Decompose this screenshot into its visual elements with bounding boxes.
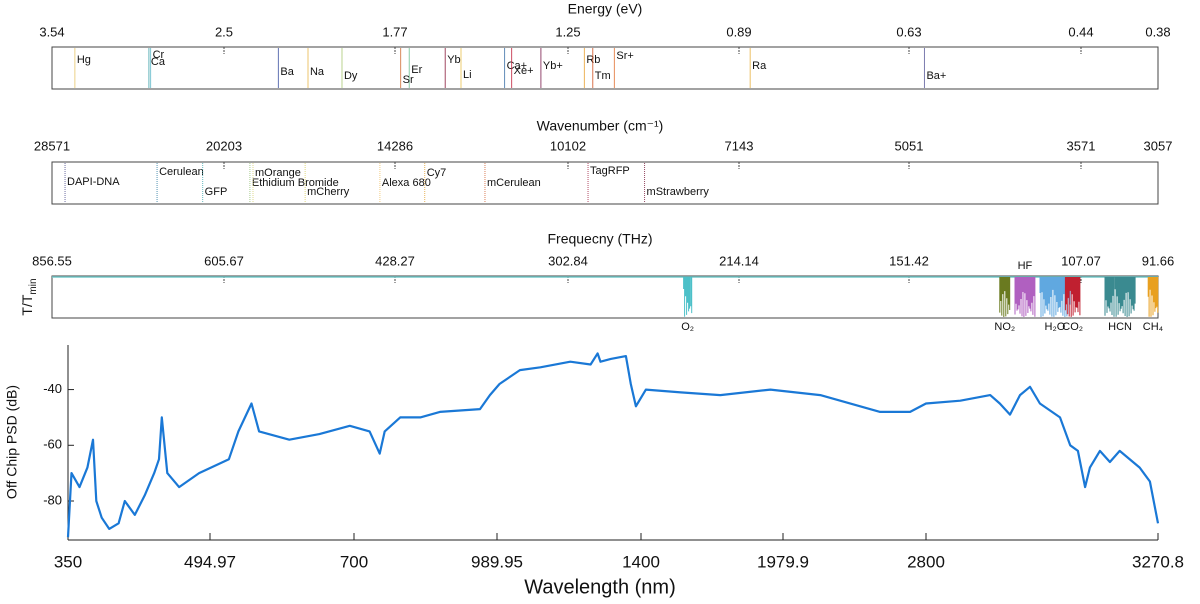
marker-label: Tm: [595, 70, 611, 82]
x-tick-label: 151.42: [889, 253, 929, 268]
band-label: CO₂: [1062, 321, 1083, 333]
marker-label: Xe+: [514, 65, 534, 77]
marker-label: Yb+: [543, 60, 563, 72]
marker-label: Ba: [280, 66, 294, 78]
x-tick-label: 302.84: [548, 253, 588, 268]
marker-label: Rb: [586, 54, 600, 66]
ylabel-sub: min: [28, 278, 39, 294]
x-tick-label: 7143: [725, 138, 754, 153]
marker-label: mOrange: [255, 167, 301, 179]
marker-label: Er: [411, 64, 422, 76]
x-tick-label: 1979.9: [757, 552, 809, 571]
ylabel-main: T/T: [19, 294, 35, 315]
frequency-title: Frequecny (THz): [547, 231, 652, 247]
x-tick-label: 91.66: [1142, 253, 1175, 268]
x-tick-label: 1.77: [382, 24, 407, 39]
absorption-band: [1014, 277, 1036, 317]
marker-label: Ethidium Bromide: [252, 177, 339, 189]
marker-label: mCherry: [307, 186, 350, 198]
wavenumber-title: Wavenumber (cm⁻¹): [537, 118, 664, 134]
x-axis-title: Wavelength (nm): [524, 576, 676, 598]
x-tick-label: 28571: [34, 138, 70, 153]
marker-label: Na: [310, 66, 325, 78]
x-tick-label: 3.54: [39, 24, 64, 39]
marker-label: Li: [463, 69, 472, 81]
energy-title: Energy (eV): [568, 1, 643, 17]
absorption-band: [1147, 277, 1159, 317]
x-tick-label: 3571: [1067, 138, 1096, 153]
energy-frame: [51, 46, 1159, 90]
frequency-y-label: T/Tmin: [19, 278, 39, 315]
marker-label: Cerulean: [159, 166, 204, 178]
x-tick-label: 350: [54, 552, 82, 571]
y-tick-label: -60: [43, 437, 62, 452]
spectrum-line: [66, 352, 1160, 538]
x-tick-label: 5051: [895, 138, 924, 153]
frequency-frame: [51, 275, 1159, 319]
x-tick-label: 3057: [1144, 138, 1173, 153]
x-tick-label: 0.44: [1068, 24, 1093, 39]
x-tick-label: 428.27: [375, 253, 415, 268]
x-tick-label: 14286: [377, 138, 413, 153]
absorption-band: [999, 277, 1011, 317]
x-tick-label: 1400: [622, 552, 660, 571]
band-label: O₂: [681, 321, 694, 333]
x-tick-label: 2800: [907, 552, 945, 571]
x-tick-label: 20203: [206, 138, 242, 153]
x-tick-label: 494.97: [184, 552, 236, 571]
marker-label: Alexa 680: [382, 177, 431, 189]
y-axis-title: Off Chip PSD (dB): [4, 385, 20, 499]
x-tick-label: 2.5: [215, 24, 233, 39]
y-tick-label: -80: [43, 492, 62, 507]
x-tick-label: 3270.8: [1132, 552, 1184, 571]
x-tick-label: 107.07: [1061, 253, 1101, 268]
marker-label: Sr+: [616, 50, 633, 62]
marker-label: mCerulean: [487, 177, 541, 189]
band-label: HF: [1018, 260, 1033, 272]
y-tick-label: -40: [43, 381, 62, 396]
marker-label: TagRFP: [590, 165, 630, 177]
marker-label: DAPI-DNA: [67, 176, 120, 188]
marker-label: Ba+: [926, 70, 946, 82]
x-tick-label: 856.55: [32, 253, 72, 268]
x-tick-label: 700: [340, 552, 368, 571]
marker-label: Hg: [77, 54, 91, 66]
absorption-band: [1104, 277, 1136, 317]
marker-label: Cy7: [427, 167, 447, 179]
band-label: HCN: [1108, 321, 1132, 333]
absorption-band: [1064, 277, 1081, 317]
band-label: H₂O: [1045, 321, 1066, 333]
marker-label: Cr: [153, 49, 165, 61]
marker-label: Sr: [403, 74, 414, 86]
marker-label: Yb: [447, 54, 460, 66]
x-tick-label: 0.38: [1145, 24, 1170, 39]
x-tick-label: 0.89: [726, 24, 751, 39]
x-tick-label: 214.14: [719, 253, 759, 268]
x-tick-label: 10102: [550, 138, 586, 153]
band-label: NO₂: [994, 321, 1015, 333]
x-tick-label: 1.25: [555, 24, 580, 39]
marker-label: Ca: [151, 56, 166, 68]
wavenumber-frame: [51, 161, 1159, 205]
x-tick-label: 0.63: [896, 24, 921, 39]
absorption-band: [683, 277, 693, 317]
marker-label: Ra: [752, 60, 767, 72]
x-tick-label: 989.95: [471, 552, 523, 571]
x-tick-label: 605.67: [204, 253, 244, 268]
marker-label: GFP: [205, 186, 228, 198]
marker-label: mStrawberry: [647, 186, 710, 198]
band-label: CH₄: [1143, 321, 1164, 333]
marker-label: Dy: [344, 70, 358, 82]
